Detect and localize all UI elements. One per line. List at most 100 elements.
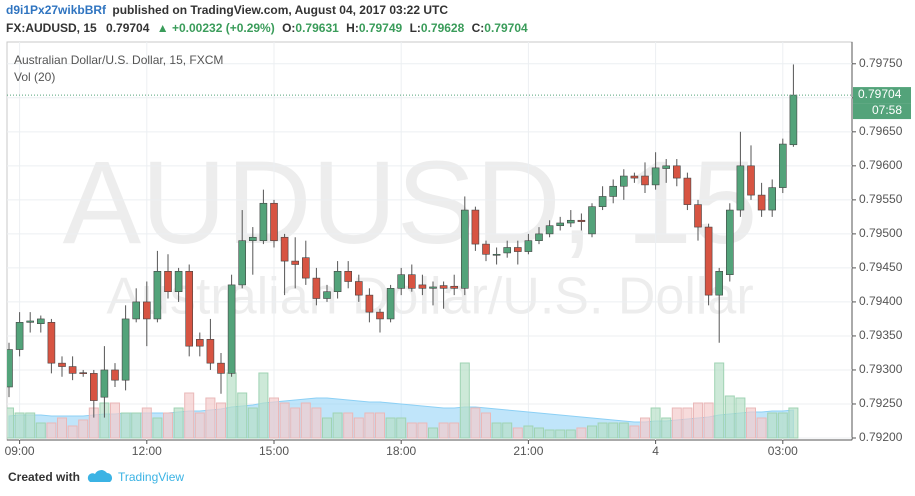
candle-body bbox=[312, 277, 321, 299]
candle-body bbox=[715, 270, 724, 296]
volume-bar bbox=[746, 407, 756, 439]
volume-bar bbox=[777, 412, 788, 439]
volume-bar bbox=[237, 392, 248, 439]
candle-body bbox=[68, 366, 77, 374]
volume-bar bbox=[353, 417, 364, 439]
candle-body bbox=[513, 247, 522, 252]
candle-body bbox=[577, 219, 586, 222]
ohlc-value: 0.79749 bbox=[359, 21, 403, 35]
candle-body bbox=[206, 339, 215, 364]
volume-bar bbox=[512, 427, 523, 439]
volume-bar bbox=[364, 412, 375, 439]
volume-bar bbox=[671, 407, 682, 439]
y-tick-label: 0.79300 bbox=[859, 362, 903, 376]
candle-body bbox=[111, 369, 119, 381]
candle-body bbox=[778, 143, 787, 188]
candle-body bbox=[301, 257, 310, 279]
volume-bar bbox=[7, 407, 14, 439]
candle-body bbox=[492, 253, 501, 256]
candle-body bbox=[365, 294, 374, 313]
candle-body bbox=[185, 270, 193, 347]
volume-bar bbox=[14, 412, 25, 439]
candle-body bbox=[418, 284, 427, 289]
candle-body bbox=[333, 270, 342, 293]
volume-bar bbox=[555, 429, 566, 439]
candle-body bbox=[280, 236, 289, 262]
volume-bar bbox=[661, 417, 672, 439]
candle-body bbox=[450, 285, 459, 289]
volume-bar bbox=[693, 402, 703, 439]
volume-bar bbox=[523, 425, 534, 439]
candle-body bbox=[386, 288, 395, 320]
y-tick-label: 0.79500 bbox=[859, 226, 903, 240]
candle-body bbox=[259, 202, 268, 241]
logo[interactable] bbox=[87, 470, 113, 482]
candle-body bbox=[535, 233, 543, 241]
candle-body bbox=[397, 274, 406, 289]
volume-pane bbox=[7, 362, 799, 439]
ohlc-label: C: bbox=[472, 21, 485, 35]
volume-bar bbox=[459, 362, 470, 439]
x-tick-label: 18:00 bbox=[386, 444, 416, 458]
ohlc-label: O: bbox=[282, 21, 295, 35]
volume-bar bbox=[279, 402, 290, 439]
volume-bar bbox=[608, 422, 619, 439]
candle-body bbox=[323, 291, 331, 299]
candle-body bbox=[482, 243, 490, 255]
x-tick-label: 03:00 bbox=[768, 444, 798, 458]
candle-body bbox=[524, 240, 533, 252]
ohlc-label: L: bbox=[410, 21, 421, 35]
candle-body bbox=[672, 165, 681, 179]
last: 0.79704 bbox=[106, 21, 150, 35]
change: ▲ +0.00232 (+0.29%) bbox=[157, 21, 275, 35]
volume-bar bbox=[618, 422, 629, 439]
volume-bar bbox=[173, 407, 184, 439]
candle-body bbox=[694, 204, 702, 228]
candle-body bbox=[79, 372, 87, 374]
ohlc-value: 0.79628 bbox=[421, 21, 465, 35]
volume-bar bbox=[756, 417, 767, 439]
watermark-symbol: AUDUSD, 15 bbox=[62, 137, 757, 269]
volume-bar bbox=[565, 429, 576, 439]
volume-bar bbox=[35, 422, 46, 439]
author[interactable]: d9i1Px27wikbBRf bbox=[6, 3, 107, 17]
x-tick-label: 21:00 bbox=[513, 444, 543, 458]
candle-body bbox=[429, 286, 437, 289]
candle-body bbox=[227, 284, 236, 374]
candle-body bbox=[439, 285, 448, 289]
x-tick-label: 09:00 bbox=[5, 444, 35, 458]
y-tick-label: 0.79600 bbox=[859, 158, 903, 172]
candle-body bbox=[630, 175, 639, 179]
volume-bar bbox=[300, 402, 311, 439]
volume-bar bbox=[481, 412, 491, 439]
volume-bar bbox=[703, 402, 714, 439]
candle-body bbox=[704, 226, 713, 296]
countdown-label: 07:58 bbox=[872, 103, 902, 117]
volume-bar bbox=[120, 412, 131, 439]
candle-body bbox=[164, 270, 172, 293]
volume-bar bbox=[343, 412, 354, 439]
candle-body bbox=[143, 301, 151, 320]
volume-bar bbox=[332, 412, 343, 439]
volume-bar bbox=[714, 362, 725, 439]
watermark-description: Australian Dollar/U.S. Dollar bbox=[106, 268, 753, 326]
volume-bar bbox=[110, 402, 120, 439]
candle-body bbox=[789, 94, 798, 146]
volume-bar bbox=[470, 407, 481, 439]
axes: 0.79200 0.79250 0.79300 0.79350 0.79400 0.794… bbox=[5, 56, 911, 458]
header-line: d9i1Px27wikbBRf published on TradingView… bbox=[6, 3, 448, 17]
volume-bar bbox=[205, 397, 216, 439]
candles bbox=[7, 64, 798, 418]
footer-brand[interactable]: TradingView bbox=[118, 470, 184, 484]
candle-body bbox=[641, 175, 649, 186]
countdown-box bbox=[853, 103, 911, 120]
candle-body bbox=[344, 270, 353, 282]
volume-bar bbox=[724, 395, 735, 439]
footer-created: Created with bbox=[8, 470, 80, 484]
y-tick-label: 0.79450 bbox=[859, 260, 903, 274]
volume-bar bbox=[438, 422, 449, 439]
volume-bar bbox=[640, 417, 650, 439]
volume-bar bbox=[682, 407, 693, 439]
